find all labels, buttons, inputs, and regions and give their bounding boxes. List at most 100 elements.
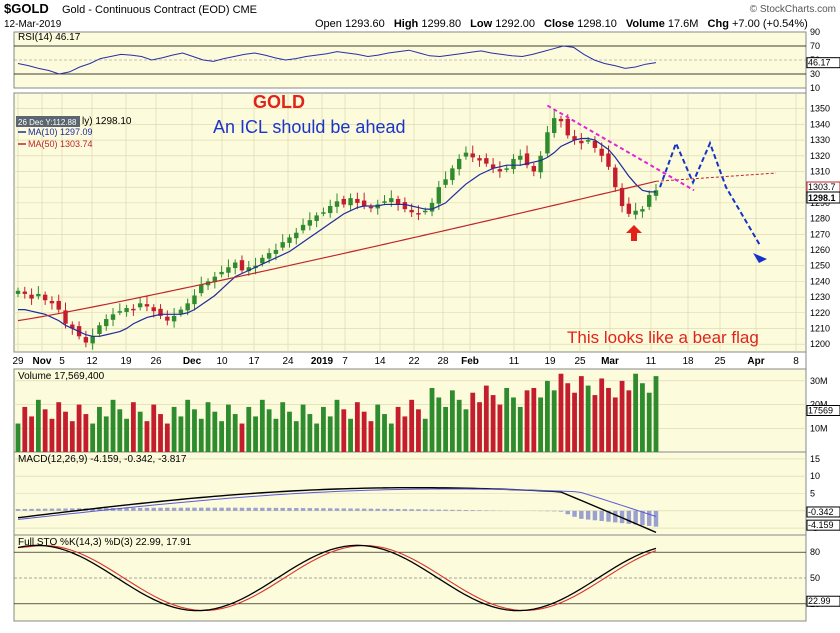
volume-bar: [436, 397, 442, 452]
price-tick-label: 1340: [810, 119, 830, 129]
candle-body: [416, 213, 421, 215]
sto-tick-label: 80: [810, 547, 820, 557]
dec26-tag: 26 Dec Y:112.88: [18, 118, 77, 127]
x-tick-label: 11: [646, 356, 657, 367]
volume-bar: [463, 409, 469, 452]
candle-body: [389, 198, 394, 203]
candle-body: [171, 315, 177, 322]
x-tick-label: 25: [574, 356, 586, 367]
candle-body: [619, 187, 625, 207]
macd-value-tag-2: -4.159: [808, 520, 834, 530]
candle-body: [551, 118, 557, 134]
macd-histogram-bar: [402, 509, 408, 511]
candle-body: [56, 300, 61, 310]
candle-body: [463, 152, 469, 157]
volume-bar: [151, 404, 157, 452]
ma10-legend: MA(10) 1297.09: [28, 127, 93, 137]
volume-bar: [130, 402, 136, 452]
volume-bar: [524, 390, 530, 452]
signal-line: [17, 488, 657, 520]
macd-histogram-bar: [389, 508, 394, 511]
close-tag-bg: [806, 191, 840, 204]
volume-bar: [477, 402, 482, 452]
macd-histogram-bar: [613, 510, 618, 523]
candle-body: [307, 220, 313, 226]
volume-bar: [416, 409, 421, 452]
volume-bar: [483, 385, 489, 452]
macd-histogram-bar: [226, 507, 231, 511]
macd-histogram-bar: [144, 507, 150, 511]
candle-body: [63, 310, 68, 324]
candle-body: [300, 224, 306, 231]
candle-body: [83, 337, 89, 343]
candle-body: [484, 158, 489, 164]
chart-date: 12-Mar-2019: [4, 19, 62, 30]
candle-body: [49, 300, 55, 304]
macd-histogram-bar: [131, 507, 136, 511]
macd-histogram-bar: [70, 508, 75, 511]
rsi-tag-bg: [806, 57, 840, 69]
volume-bar: [314, 423, 320, 452]
macd-histogram-bar: [382, 508, 387, 511]
candle-body: [341, 198, 346, 205]
volume-bar: [538, 397, 544, 452]
rsi-line: [17, 45, 657, 75]
macd-histogram-bar: [165, 507, 170, 511]
red-arrow-icon: [626, 225, 642, 241]
candle-body: [558, 118, 564, 122]
volume-bar: [164, 423, 170, 452]
volume-bar: [69, 421, 75, 452]
candle-body: [443, 179, 448, 185]
volume-bar: [205, 402, 211, 452]
volume-bar: [144, 421, 150, 452]
panel-frames: [13, 31, 807, 622]
macd-histogram-bar: [585, 510, 591, 520]
candle-body: [260, 257, 265, 264]
macd-histogram-bar: [29, 508, 34, 511]
volume-bar: [626, 390, 632, 452]
volume-bar: [646, 392, 652, 452]
macd-histogram-bar: [599, 510, 604, 521]
candle-body: [131, 308, 136, 311]
volume-bar: [348, 418, 353, 452]
rsi-tick-label: 70: [810, 41, 820, 51]
x-tick-label: Dec: [183, 356, 202, 367]
macd-histogram-bar: [355, 508, 360, 511]
candle-body: [239, 260, 245, 271]
candle-body: [110, 314, 116, 320]
macd-histogram-bar: [178, 507, 184, 511]
volume-bar: [592, 395, 598, 452]
volume-bar: [185, 399, 191, 452]
macd-histogram-bar: [22, 508, 27, 511]
macd-panel: 151050-5-0.342-4.159: [14, 454, 840, 533]
candle-body: [368, 206, 374, 209]
macd-histogram-bar: [280, 507, 285, 511]
volume-bar: [232, 414, 238, 452]
x-tick-label: 10: [216, 356, 228, 367]
candle-body: [626, 203, 632, 214]
price-tick-label: 1260: [810, 245, 830, 255]
volume-bar: [375, 404, 381, 452]
macd-histogram-bar: [606, 510, 611, 522]
macd-histogram-bar: [443, 509, 448, 511]
volume-bar: [300, 404, 306, 452]
macd-histogram-bar: [246, 507, 251, 511]
macd-histogram-bar: [640, 510, 645, 526]
price-tick-label: 1310: [810, 166, 830, 176]
candle-body: [599, 148, 604, 156]
macd-histogram-bar: [300, 508, 306, 511]
volume-bar: [517, 406, 523, 452]
macd-histogram-bar: [423, 509, 428, 511]
macd-histogram-bar: [409, 509, 414, 511]
macd-histogram-bar: [76, 508, 82, 511]
volume-bar: [361, 411, 367, 452]
price-tick-label: 1240: [810, 276, 830, 286]
sto-panel: 80502022.99: [14, 544, 840, 612]
candle-body: [511, 158, 516, 170]
macd-histogram-bar: [572, 510, 577, 517]
ma10-line: [18, 137, 656, 337]
volume-bar: [545, 380, 550, 452]
volume-bar: [585, 385, 591, 452]
candle-body: [402, 202, 408, 210]
x-tick-label: 8: [793, 356, 799, 367]
